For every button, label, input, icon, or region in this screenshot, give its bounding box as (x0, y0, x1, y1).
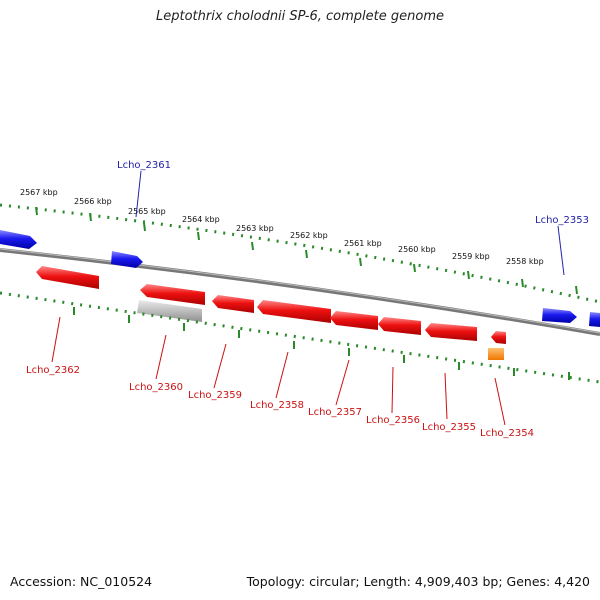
outer-ruler (0, 203, 600, 304)
gene-forward[interactable] (589, 312, 600, 327)
gene-reverse[interactable] (36, 266, 99, 289)
rna-gene[interactable] (488, 348, 504, 360)
gene-label[interactable]: Lcho_2353 (535, 215, 589, 226)
gene-label[interactable]: Lcho_2357 (308, 407, 362, 418)
genome-backbone (0, 248, 600, 336)
forward-genes (0, 230, 600, 327)
gene-label[interactable]: Lcho_2355 (422, 422, 476, 433)
ruler-label: 2567 kbp (20, 188, 58, 197)
gene-forward[interactable] (111, 251, 143, 268)
gene-reverse[interactable] (257, 300, 331, 323)
gene-reverse[interactable] (140, 284, 205, 305)
ruler-labels: 2567 kbp 2566 kbp 2565 kbp 2564 kbp 2563… (20, 188, 544, 266)
inner-ruler (0, 291, 600, 384)
gene-labels: Lcho_2361 Lcho_2353 Lcho_2362 Lcho_2360 … (26, 160, 589, 439)
gene-reverse[interactable] (491, 331, 506, 344)
ruler-label: 2560 kbp (398, 245, 436, 254)
gene-label[interactable]: Lcho_2359 (188, 390, 242, 401)
reverse-genes (36, 266, 506, 344)
gene-reverse[interactable] (330, 311, 378, 330)
pseudogene[interactable] (137, 300, 202, 322)
gene-reverse[interactable] (378, 317, 421, 335)
ruler-label: 2564 kbp (182, 215, 220, 224)
leader-lines (51, 170, 565, 426)
gene-label[interactable]: Lcho_2358 (250, 400, 304, 411)
gene-label[interactable]: Lcho_2354 (480, 428, 534, 439)
gene-reverse[interactable] (212, 295, 254, 313)
ruler-label: 2559 kbp (452, 252, 490, 261)
gene-forward[interactable] (542, 308, 577, 323)
ruler-label: 2562 kbp (290, 231, 328, 240)
ruler-label: 2561 kbp (344, 239, 382, 248)
gene-label[interactable]: Lcho_2362 (26, 365, 80, 376)
gene-label[interactable]: Lcho_2361 (117, 160, 171, 171)
gene-label[interactable]: Lcho_2356 (366, 415, 420, 426)
accession-text: Accession: NC_010524 (10, 574, 153, 589)
gene-label[interactable]: Lcho_2360 (129, 382, 183, 393)
ruler-label: 2563 kbp (236, 224, 274, 233)
ruler-label: 2565 kbp (128, 207, 166, 216)
gene-forward[interactable] (0, 230, 37, 249)
ruler-label: 2566 kbp (74, 197, 112, 206)
gene-reverse[interactable] (425, 323, 477, 341)
ruler-label: 2558 kbp (506, 257, 544, 266)
map-title: Leptothrix cholodnii SP-6, complete geno… (156, 9, 444, 24)
genome-summary-text: Topology: circular; Length: 4,909,403 bp… (246, 574, 590, 589)
